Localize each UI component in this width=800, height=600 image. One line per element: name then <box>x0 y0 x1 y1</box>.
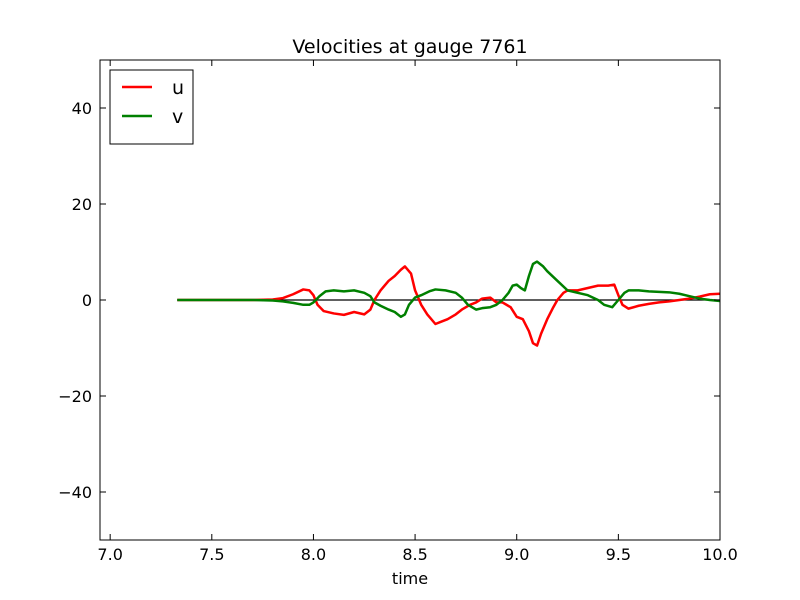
x-tick-label: 9.0 <box>504 545 529 564</box>
x-tick-label: 9.5 <box>606 545 631 564</box>
series-line-v <box>177 260 720 319</box>
legend-box <box>109 69 194 145</box>
legend-label-v: v <box>172 106 183 128</box>
x-tick-label: 7.0 <box>97 545 122 564</box>
series-line-u <box>177 265 720 347</box>
x-tick-label: 8.0 <box>301 545 326 564</box>
x-tick-label: 10.0 <box>702 545 738 564</box>
y-tick-label: −20 <box>58 387 92 406</box>
chart-title: Velocities at gauge 7761 <box>292 36 527 58</box>
x-tick-label: 7.5 <box>199 545 224 564</box>
x-axis-label: time <box>392 569 428 588</box>
axis-ticks: 7.0 7.5 8.0 8.5 9.0 9.5 10.0 −40 −20 0 20 40 <box>58 60 738 564</box>
legend: uv <box>109 69 194 145</box>
legend-label-u: u <box>172 77 184 99</box>
y-tick-label: 20 <box>72 195 92 214</box>
x-tick-label: 8.5 <box>402 545 427 564</box>
y-tick-label: 0 <box>82 291 92 310</box>
plot-area <box>177 260 720 347</box>
y-tick-label: 40 <box>72 99 92 118</box>
y-tick-label: −40 <box>58 483 92 502</box>
